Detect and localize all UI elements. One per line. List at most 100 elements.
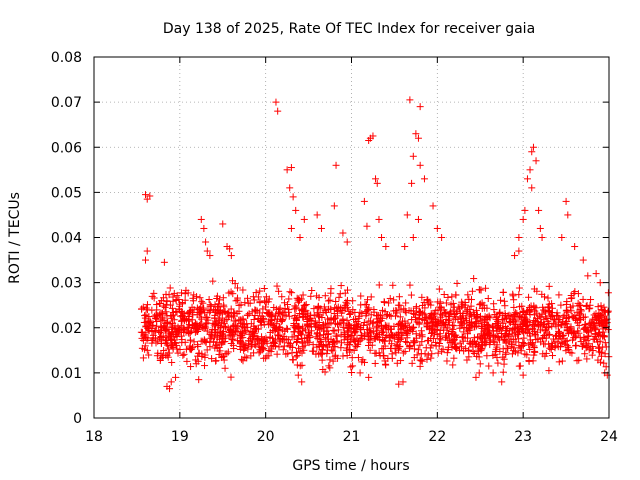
data-point <box>353 343 361 351</box>
data-point <box>279 346 287 354</box>
data-point <box>416 311 424 319</box>
data-point <box>575 321 583 329</box>
data-point <box>385 322 393 330</box>
data-point <box>350 329 358 337</box>
data-point <box>553 309 561 317</box>
data-point <box>201 353 209 361</box>
data-point <box>359 321 367 329</box>
data-point <box>181 290 189 298</box>
data-point <box>324 324 332 332</box>
data-point <box>280 299 288 307</box>
data-point <box>275 287 283 295</box>
data-point <box>380 298 388 306</box>
data-point <box>331 351 339 359</box>
data-point <box>190 338 198 346</box>
data-point <box>251 306 259 314</box>
data-point <box>412 303 420 311</box>
data-point <box>459 333 467 341</box>
data-point <box>280 333 288 341</box>
data-point <box>414 346 422 354</box>
data-point <box>239 286 247 294</box>
data-point <box>476 301 484 309</box>
data-point <box>330 315 338 323</box>
data-point <box>587 296 595 304</box>
data-point <box>597 352 605 360</box>
data-point <box>554 312 562 320</box>
data-point <box>427 312 435 320</box>
data-point <box>211 301 219 309</box>
data-point <box>588 324 596 332</box>
data-point <box>318 349 326 357</box>
data-point <box>529 143 537 151</box>
data-point <box>436 298 444 306</box>
data-point <box>218 354 226 362</box>
data-point <box>463 356 471 364</box>
data-point <box>213 295 221 303</box>
data-point <box>577 338 585 346</box>
data-point <box>542 349 550 357</box>
data-point <box>252 306 260 314</box>
data-point <box>357 326 365 334</box>
data-point <box>378 234 386 241</box>
data-point <box>408 359 416 367</box>
data-point <box>445 334 453 342</box>
data-point <box>276 304 284 312</box>
data-point <box>567 307 575 315</box>
data-point <box>313 309 321 317</box>
data-point <box>502 349 510 357</box>
data-point <box>505 331 513 339</box>
data-point <box>284 308 292 316</box>
data-point <box>343 296 351 304</box>
data-point <box>515 291 523 299</box>
data-point <box>582 323 590 331</box>
data-point <box>143 247 151 255</box>
data-point <box>410 345 418 353</box>
data-point <box>491 347 499 355</box>
data-point <box>331 304 339 312</box>
data-point <box>145 351 153 359</box>
data-point <box>189 311 197 319</box>
data-point <box>320 303 328 311</box>
data-point <box>574 327 582 335</box>
data-point <box>240 323 248 331</box>
data-point <box>381 357 389 365</box>
data-point <box>409 234 417 241</box>
data-point <box>483 352 491 360</box>
data-point <box>317 224 325 232</box>
data-point <box>459 300 467 308</box>
data-point <box>343 238 351 246</box>
data-point <box>148 325 156 333</box>
data-point <box>345 322 353 330</box>
data-point <box>329 357 337 365</box>
data-point <box>443 349 451 357</box>
data-point <box>306 316 314 324</box>
data-point <box>203 247 211 255</box>
data-point <box>519 307 527 315</box>
data-point <box>270 303 278 311</box>
data-point <box>142 311 150 319</box>
data-point <box>535 206 543 214</box>
data-point <box>540 332 548 340</box>
x-axis: 18 19 20 21 22 23 24 <box>85 57 618 445</box>
data-point <box>160 302 168 310</box>
data-point <box>397 357 405 365</box>
data-point <box>544 318 552 326</box>
data-point <box>315 313 323 321</box>
data-point <box>532 304 540 312</box>
data-point <box>299 291 307 299</box>
data-point <box>156 328 164 336</box>
data-point <box>227 373 235 381</box>
data-point <box>416 161 424 169</box>
data-point <box>372 324 380 332</box>
data-point <box>242 326 250 334</box>
data-points <box>137 96 613 393</box>
data-point <box>525 293 533 301</box>
data-point <box>548 304 556 312</box>
data-point <box>510 303 518 311</box>
data-point <box>305 339 313 347</box>
data-point <box>505 338 513 346</box>
data-point <box>599 325 607 333</box>
data-point <box>247 320 255 328</box>
data-point <box>347 363 355 371</box>
data-point <box>190 306 198 314</box>
